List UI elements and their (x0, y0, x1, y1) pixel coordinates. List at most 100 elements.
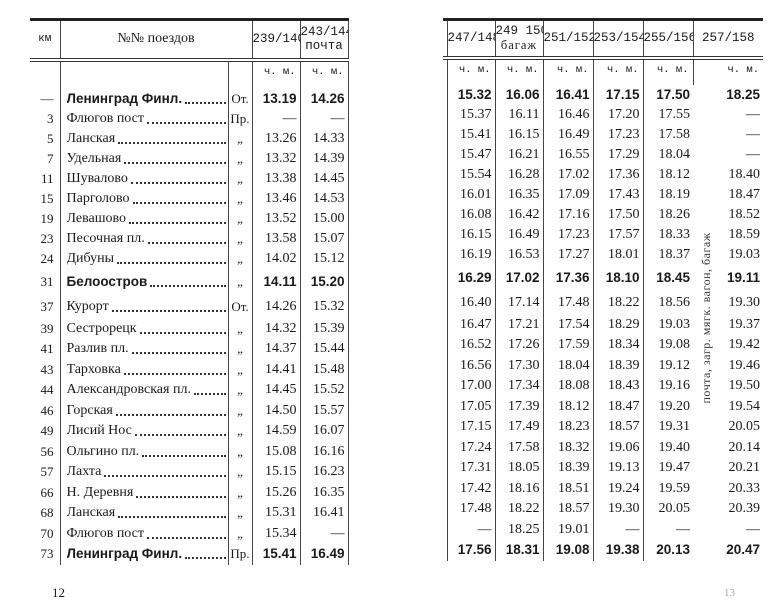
station-cell: Лахта (59, 462, 228, 483)
leader-dots (111, 309, 226, 312)
time-cell: 19.59 (642, 478, 693, 499)
time-cell: 15.44 (299, 339, 349, 360)
station-name: Ленинград Финл. (66, 90, 183, 106)
time-cell: 16.56 (446, 355, 495, 376)
time-cell: 19.06 (592, 437, 643, 458)
table-row: 15 Парголово „ 13.46 14.53 (30, 188, 349, 209)
stop-mark: „ (227, 248, 252, 269)
time-cell: 16.53 (494, 244, 543, 265)
table-row: 15.37 16.11 16.46 17.20 17.55 — (443, 104, 763, 125)
time-cell: 19.01 (542, 519, 593, 540)
time-cell: 18.23 (542, 417, 593, 438)
table-row: 41 Разлив пл. „ 14.37 15.44 (30, 339, 349, 360)
station-wrapper: Горская (67, 403, 228, 419)
time-cell: 15.26 (251, 482, 300, 503)
time-cell: 17.20 (592, 104, 643, 125)
table-row: 16.52 17.26 17.59 18.34 19.08 19.42 (443, 335, 763, 356)
time-cell: 17.59 (542, 335, 593, 356)
stop-mark: „ (227, 148, 252, 169)
km-cell: 39 (40, 320, 54, 336)
time-cell: 14.26 (299, 88, 349, 109)
time-cell: 17.15 (592, 84, 643, 105)
table-row: —18.25 19.01— — — (443, 519, 763, 540)
time-cell: 15.00 (299, 208, 349, 229)
station-cell: Белоостров (59, 268, 228, 295)
timetable-right: 247/148 249 150 багаж 251/152 253/154 255/156… (443, 18, 763, 561)
page-number: 12 (52, 585, 65, 600)
time-cell: 17.42 (446, 478, 495, 499)
station-name: Песочная пл. (66, 230, 145, 246)
units-label: ч. м. (542, 57, 593, 80)
time-cell: 16.46 (542, 104, 593, 125)
time-cell: 17.23 (592, 124, 643, 145)
table-row: 16.40 17.14 17.48 18.22 18.56 19.30 (443, 290, 763, 315)
time-cell: 17.34 (494, 376, 543, 397)
km-cell: 19 (40, 210, 54, 226)
table-row: 16.01 16.35 17.09 17.43 18.19 18.47 (443, 184, 763, 205)
table-row: 16.29 17.02 17.36 18.10 18.45 19.11 (443, 264, 763, 291)
stop-mark: „ (227, 359, 252, 380)
time-cell: 16.21 (494, 144, 543, 165)
time-cell: 15.39 (299, 318, 349, 339)
time-cell: 19.40 (642, 437, 693, 458)
time-cell: 17.58 (642, 124, 693, 145)
train-note: почта (305, 39, 343, 54)
time-cell: 16.41 (542, 84, 593, 105)
time-cell: 17.26 (494, 335, 543, 356)
time-cell: 14.45 (251, 380, 300, 401)
time-cell: 17.16 (542, 204, 593, 225)
time-cell: 13.52 (251, 208, 300, 229)
table-row: 17.15 17.49 18.23 18.57 19.31 20.05 (443, 417, 763, 438)
station-cell: Тарховка (59, 359, 228, 380)
time-cell: 19.30 (592, 499, 643, 520)
time-cell: 17.24 (446, 437, 495, 458)
time-cell: — (299, 108, 349, 129)
time-cell: 20.21 (728, 460, 761, 476)
station-cell: Курорт (59, 294, 228, 319)
km-cell: — (40, 90, 54, 106)
time-cell: — (746, 521, 760, 537)
table-row: 15.47 16.21 16.55 17.29 18.04 — (443, 144, 763, 165)
km-cell: 49 (40, 423, 54, 439)
time-cell: — (446, 519, 495, 540)
table-row: 17.05 17.39 18.12 18.47 19.20 19.54 (443, 396, 763, 417)
time-cell: 13.46 (251, 188, 300, 209)
time-cell: 15.41 (251, 544, 300, 565)
time-cell: 15.48 (299, 359, 349, 380)
km-cell: 31 (40, 273, 54, 289)
station-name: Курорт (66, 298, 109, 314)
units-label: ч. м. (494, 57, 543, 80)
time-cell: 18.25 (494, 519, 543, 540)
time-cell: 19.30 (728, 294, 761, 310)
stop-mark: „ (227, 208, 252, 229)
time-cell: 17.57 (592, 224, 643, 245)
station-wrapper: Н. Деревня (67, 485, 228, 501)
time-cell: 16.29 (446, 264, 495, 291)
time-cell: 13.38 (251, 168, 300, 189)
time-cell: 13.26 (251, 128, 300, 149)
time-cell: 15.31 (251, 503, 300, 524)
time-cell: 17.50 (642, 84, 693, 105)
time-cell: 18.43 (592, 376, 643, 397)
time-cell: 17.00 (446, 376, 495, 397)
train-col-header: 251/152 (542, 19, 593, 58)
time-cell: 16.28 (494, 164, 543, 185)
station-cell: Дибуны (59, 248, 228, 269)
time-cell: 14.50 (251, 400, 300, 421)
km-cell: 73 (40, 546, 54, 562)
km-cell: 3 (47, 110, 54, 126)
time-cell: 15.54 (446, 164, 495, 185)
time-cell: 18.04 (642, 144, 693, 165)
station-name: Н. Деревня (66, 484, 134, 500)
station-cell: Сестрорецк (59, 318, 228, 339)
time-cell: 14.39 (299, 148, 349, 169)
train-number: 247/148 (447, 31, 495, 46)
leader-dots (193, 393, 226, 396)
station-wrapper: Лахта (67, 464, 228, 480)
table-row: 23 Песочная пл. „ 13.58 15.07 (30, 228, 349, 249)
station-name: Ланская (66, 130, 116, 146)
time-cell: 16.11 (494, 104, 543, 125)
time-cell: 18.10 (592, 264, 643, 291)
table-row: 39 Сестрорецк „ 14.32 15.39 (30, 318, 349, 339)
table-row: 49 Лисий Нос „ 14.59 16.07 (30, 421, 349, 442)
